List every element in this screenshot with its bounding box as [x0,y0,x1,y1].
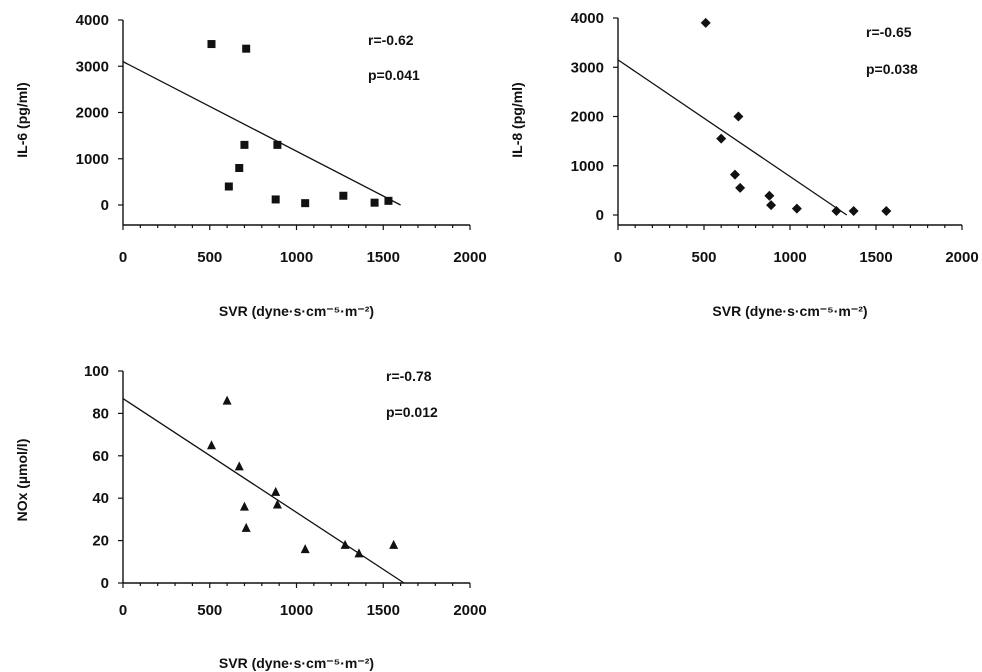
x-axis-label: SVR (dyne·s·cm⁻⁵·m⁻²) [712,303,867,319]
data-point [241,522,251,532]
data-point [735,182,746,193]
y-tick-label: 2000 [76,105,109,122]
y-axis-label: IL-6 (pg/ml) [14,82,30,157]
x-tick-label: 2000 [453,249,486,266]
data-point [239,501,249,511]
data-point [729,169,740,180]
p-value: p=0.038 [866,61,918,77]
regression-line [617,59,848,216]
r-value: r=-0.62 [368,32,414,48]
y-tick-label: 0 [101,575,109,592]
data-point [733,111,744,122]
data-point [831,206,842,217]
data-point [206,440,216,450]
data-point [271,195,280,204]
y-axis-label: IL-8 (pg/ml) [509,82,525,157]
data-point [764,190,775,201]
x-tick-label: 500 [691,249,716,266]
y-tick-label: 60 [92,448,109,465]
y-tick-label: 0 [596,207,604,224]
data-point [300,544,310,554]
data-point [271,486,281,496]
y-tick-label: 80 [92,405,109,422]
y-axis-label: NOx (µmol/l) [14,439,30,522]
data-point [272,499,282,509]
data-point [222,395,232,405]
data-point [766,200,777,211]
p-value: p=0.012 [386,404,438,420]
x-tick-label: 500 [197,249,222,266]
y-tick-label: 4000 [76,12,109,29]
x-axis-label: SVR (dyne·s·cm⁻⁵·m⁻²) [219,655,374,671]
x-tick-label: 2000 [453,602,486,619]
data-point [370,198,379,207]
y-tick-label: 3000 [571,59,604,76]
r-value: r=-0.78 [386,368,432,384]
data-point [301,199,310,208]
y-tick-label: 4000 [571,10,604,27]
data-point [354,548,364,558]
y-tick-label: 40 [92,490,109,507]
data-point [224,182,233,191]
data-point [240,140,249,149]
y-tick-label: 0 [101,197,109,214]
data-point [881,206,892,217]
data-point [273,140,282,149]
data-point [207,40,216,49]
data-point [791,203,802,214]
data-point [235,164,244,172]
x-tick-label: 1000 [773,249,806,266]
y-tick-label: 3000 [76,58,109,75]
chart-panel-2: 0 1000 2000 3000 4000 0 500 1000 1500 2000 SVR (dy… [509,10,979,319]
r-value: r=-0.65 [866,24,912,40]
x-tick-label: 2000 [945,249,978,266]
x-tick-label: 1000 [280,602,313,619]
y-tick-label: 100 [84,363,109,380]
data-point [384,196,393,205]
x-tick-label: 1500 [859,249,892,266]
data-point [389,539,399,549]
y-tick-label: 2000 [571,109,604,126]
x-axis-label: SVR (dyne·s·cm⁻⁵·m⁻²) [219,303,374,319]
x-tick-label: 1000 [280,249,313,266]
x-tick-label: 1500 [367,249,400,266]
regression-line [122,61,401,206]
data-point [700,17,711,28]
y-tick-label: 1000 [76,151,109,168]
p-value: p=0.041 [368,67,420,83]
x-tick-label: 0 [614,249,622,266]
y-tick-label: 20 [92,533,109,550]
data-point [242,44,251,53]
x-tick-label: 1500 [367,602,400,619]
data-point [339,191,348,200]
y-tick-label: 1000 [571,158,604,175]
x-tick-label: 0 [119,602,127,619]
data-point [340,539,350,549]
data-point [234,461,244,471]
data-point [848,206,859,217]
x-tick-label: 0 [119,249,127,266]
chart-panel-1: 0 1000 2000 3000 4000 0 500 1000 1500 2000 SVR (dy… [14,12,487,319]
x-tick-label: 500 [197,602,222,619]
data-point [716,133,727,144]
